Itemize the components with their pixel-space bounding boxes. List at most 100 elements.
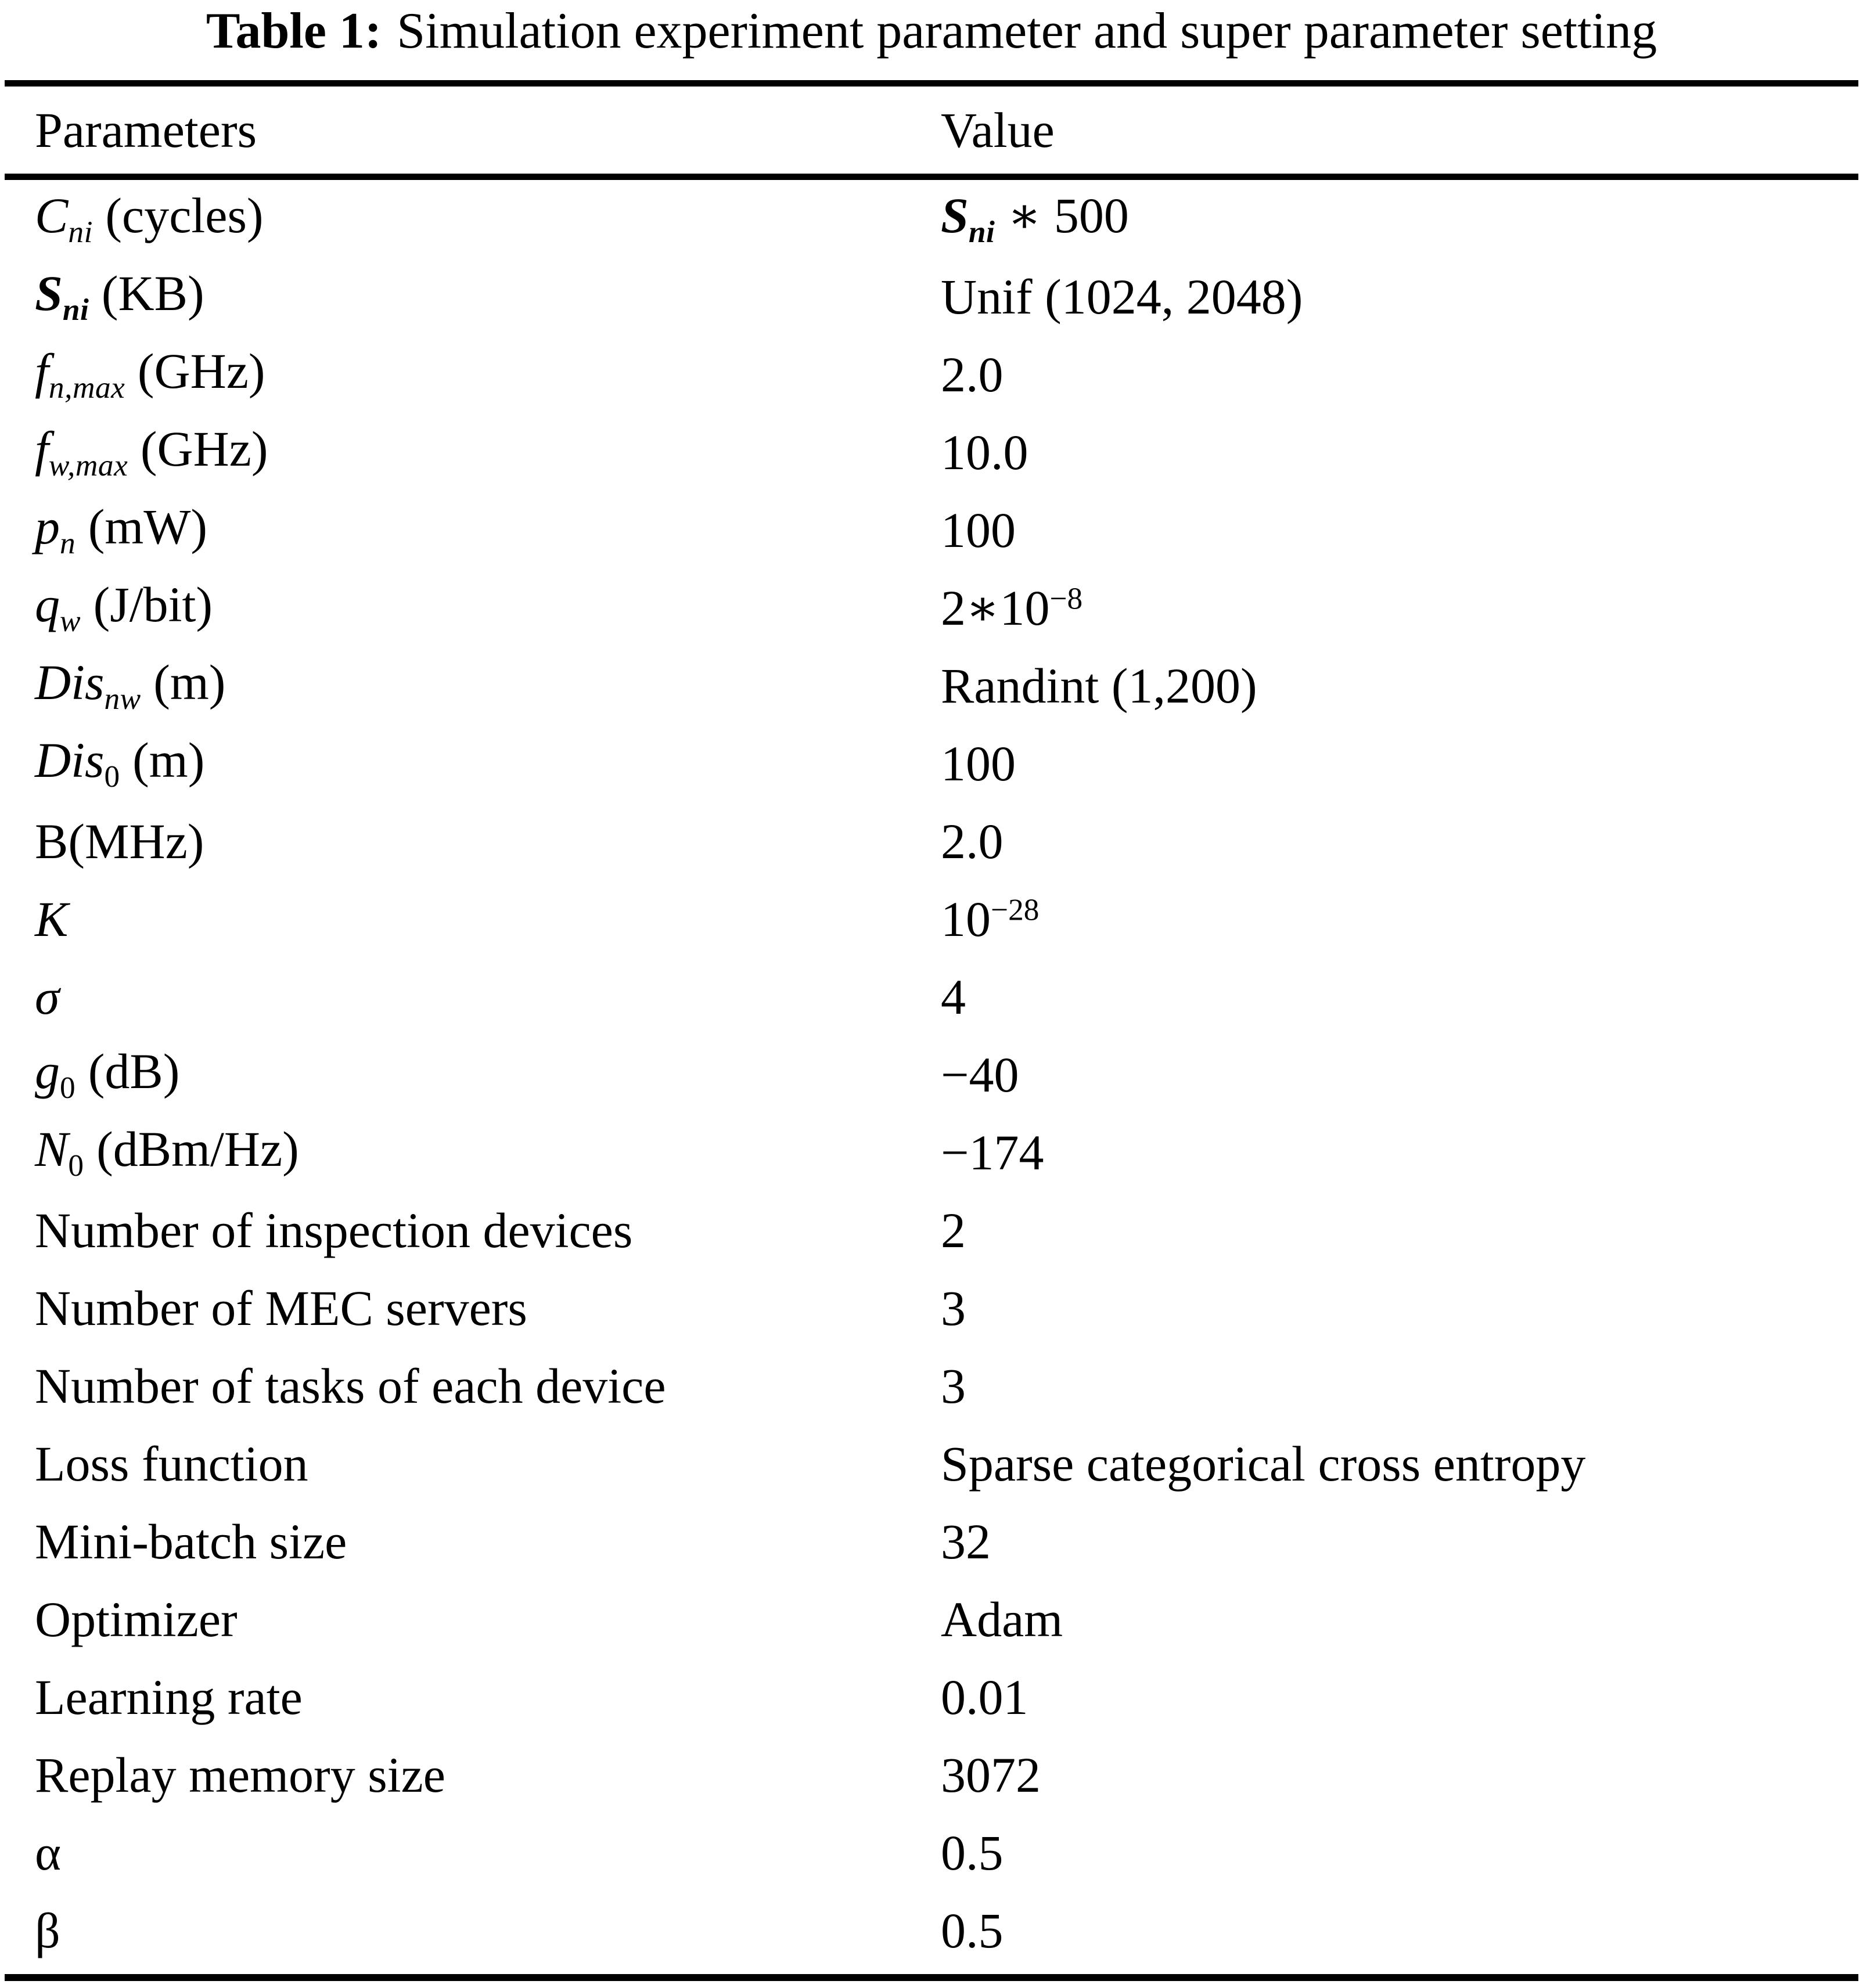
text-segment: −174	[941, 1125, 1044, 1181]
text-segment: Randint (1,200)	[941, 658, 1257, 714]
param-cell: Dis0 (m)	[0, 735, 941, 792]
text-segment: ni	[62, 292, 89, 327]
top-rule	[5, 80, 1858, 87]
text-segment: nw	[104, 681, 141, 716]
text-segment: n,max	[48, 370, 125, 405]
param-cell: Number of MEC servers	[0, 1283, 941, 1333]
text-segment: g	[35, 1043, 60, 1100]
param-cell: Replay memory size	[0, 1750, 941, 1800]
param-cell: B(MHz)	[0, 816, 941, 866]
value-cell: 3	[941, 1361, 1863, 1411]
table-caption-label: Table 1:	[206, 3, 382, 59]
param-cell: Cni (cycles)	[0, 190, 941, 247]
text-segment: Number of inspection devices	[35, 1202, 633, 1259]
value-cell: −40	[941, 1050, 1863, 1100]
text-segment: (KB)	[89, 265, 204, 322]
text-segment: (dB)	[75, 1043, 180, 1100]
table-row: α 0.5	[0, 1814, 1863, 1892]
table-caption-text: Simulation experiment parameter and supe…	[397, 3, 1657, 59]
table-row: pn (mW) 100	[0, 491, 1863, 569]
text-segment: N	[35, 1121, 69, 1177]
text-segment: p	[35, 499, 60, 555]
value-cell: Unif (1024, 2048)	[941, 272, 1863, 322]
text-segment: 2∗10	[941, 580, 1050, 636]
text-segment: 0.01	[941, 1669, 1028, 1726]
table-row: Number of inspection devices 2	[0, 1191, 1863, 1269]
text-segment: (m)	[120, 732, 205, 788]
param-cell: β	[0, 1906, 941, 1955]
table-row: Loss function Sparse categorical cross en…	[0, 1425, 1863, 1503]
text-segment: Loss function	[35, 1436, 308, 1492]
text-segment: S	[35, 265, 63, 322]
text-segment: 0.5	[941, 1825, 1004, 1881]
text-segment: 3	[941, 1280, 966, 1337]
text-segment: 3072	[941, 1747, 1041, 1803]
text-segment: f	[35, 421, 49, 477]
text-segment: K	[35, 891, 69, 948]
value-cell: 3072	[941, 1750, 1863, 1800]
table-row: N0 (dBm/Hz) −174	[0, 1114, 1863, 1191]
table-caption: Table 1: Simulation experiment parameter …	[0, 0, 1863, 58]
table-row: fw,max (GHz) 10.0	[0, 413, 1863, 491]
param-cell: σ	[0, 972, 941, 1022]
param-cell: α	[0, 1828, 941, 1878]
value-cell: 32	[941, 1517, 1863, 1566]
param-cell: Number of inspection devices	[0, 1205, 941, 1255]
param-cell: qw (J/bit)	[0, 579, 941, 636]
text-segment: Number of tasks of each device	[35, 1358, 666, 1414]
text-segment: f	[35, 343, 49, 399]
text-segment: (GHz)	[125, 343, 265, 399]
param-cell: Learning rate	[0, 1672, 941, 1722]
text-segment: (mW)	[75, 499, 208, 555]
text-segment: Dis	[35, 654, 105, 711]
value-cell: Sni ∗ 500	[941, 190, 1863, 247]
table-header-row: Parameters Value	[0, 87, 1863, 174]
text-segment: 0	[104, 759, 120, 794]
text-segment: Adam	[941, 1591, 1063, 1648]
table-row: qw (J/bit) 2∗10−8	[0, 569, 1863, 647]
table-row: Mini-batch size 32	[0, 1503, 1863, 1580]
text-segment: β	[35, 1903, 60, 1959]
text-segment: (dBm/Hz)	[84, 1121, 299, 1177]
text-segment: Optimizer	[35, 1591, 238, 1648]
table-row: Optimizer Adam	[0, 1580, 1863, 1658]
param-cell: fw,max (GHz)	[0, 424, 941, 481]
text-segment: 100	[941, 736, 1016, 792]
text-segment: (cycles)	[92, 188, 264, 244]
text-segment: ni	[968, 214, 995, 250]
table-row: Number of MEC servers 3	[0, 1269, 1863, 1347]
text-segment: (J/bit)	[81, 577, 213, 633]
text-segment: ni	[68, 214, 93, 250]
table-row: β 0.5	[0, 1892, 1863, 1969]
param-cell: Number of tasks of each device	[0, 1361, 941, 1411]
text-segment: 10	[941, 891, 991, 948]
value-cell: Sparse categorical cross entropy	[941, 1439, 1863, 1489]
value-cell: 2.0	[941, 816, 1863, 866]
text-segment: 32	[941, 1514, 991, 1570]
value-cell: 0.5	[941, 1906, 1863, 1955]
text-segment: 4	[941, 969, 966, 1025]
text-segment: 100	[941, 502, 1016, 559]
value-cell: Adam	[941, 1594, 1863, 1644]
param-cell: g0 (dB)	[0, 1046, 941, 1103]
text-segment: 10.0	[941, 424, 1028, 481]
value-cell: 10.0	[941, 427, 1863, 477]
value-cell: 3	[941, 1283, 1863, 1333]
header-value: Value	[941, 102, 1055, 159]
table-row: g0 (dB) −40	[0, 1036, 1863, 1114]
text-segment: 0	[60, 1070, 76, 1105]
param-cell: Sni (KB)	[0, 268, 941, 325]
value-cell: −174	[941, 1128, 1863, 1177]
text-segment: Dis	[35, 732, 105, 788]
text-segment: −28	[991, 892, 1040, 927]
text-segment: Sparse categorical cross entropy	[941, 1436, 1586, 1492]
table-row: Dis0 (m) 100	[0, 725, 1863, 802]
text-segment: B(MHz)	[35, 813, 204, 870]
param-cell: Loss function	[0, 1439, 941, 1489]
value-cell: 2∗10−8	[941, 583, 1863, 633]
text-segment: σ	[35, 969, 60, 1025]
text-segment: n	[60, 525, 76, 561]
text-segment: 0.5	[941, 1903, 1004, 1959]
